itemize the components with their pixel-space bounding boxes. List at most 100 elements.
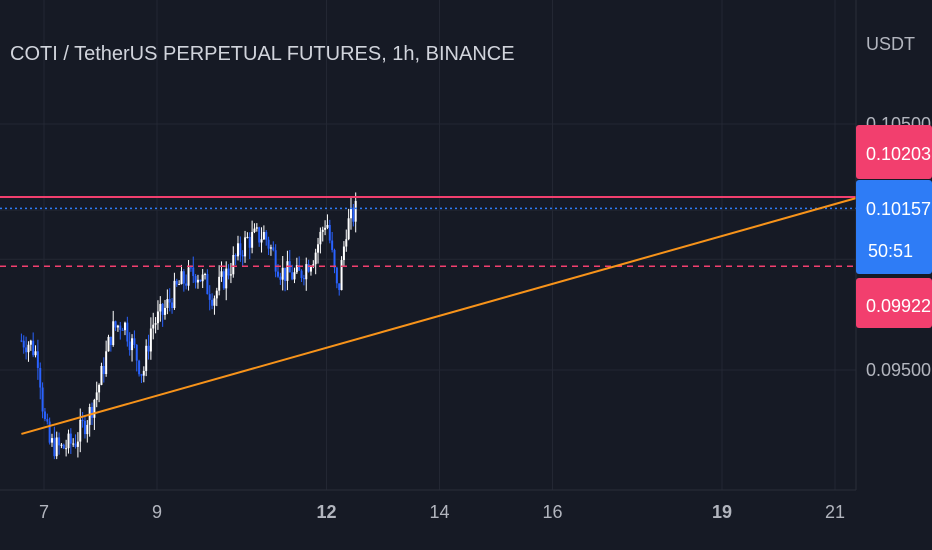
candle-body [324,227,327,230]
candle-body [349,207,352,219]
candle-body [98,384,101,393]
candle-body [284,267,287,281]
chart-title: COTI / TetherUS PERPETUAL FUTURES, 1h, B… [10,43,515,65]
candle-body [215,290,218,299]
candle-body [34,351,37,356]
candle-body [69,433,72,444]
candle-body [317,244,320,253]
time-axis[interactable]: 7 9 12 14 16 19 21 [39,502,845,522]
candle-body [222,271,225,289]
support-price-label: 0.09922 [866,296,931,316]
candle-body [154,323,157,325]
candle-body [244,237,247,257]
candle-body [166,299,169,308]
chart-grid [0,0,856,490]
candle-body [274,250,277,272]
candle-body [51,438,54,443]
candle-body [333,249,336,268]
candle-body [152,324,155,329]
candle-body [79,419,82,442]
candle-body [145,345,148,371]
candle-body [22,340,25,348]
candle-body [76,441,79,447]
candle-body [272,247,275,251]
candle-body [95,392,98,400]
candle-body [298,265,301,271]
candle-body [147,345,150,352]
candle-body [41,387,44,412]
candle-body [321,229,324,232]
candle-body [229,274,232,276]
candle-body [196,279,199,283]
price-scale-panel[interactable] [856,0,932,550]
candle-body [201,274,204,282]
ascending-trendline [21,191,875,435]
candle-body [295,265,298,273]
candle-body [43,411,46,420]
candle-body [211,299,214,306]
candle-body [55,437,58,457]
candle-body [123,322,126,331]
candle-body [175,280,178,285]
x-tick-label: 7 [39,502,49,522]
candle-body [227,268,230,276]
candle-body [199,279,202,282]
candle-body [258,227,261,243]
countdown-label: 50:51 [868,241,913,261]
candle-body [72,443,75,445]
candle-body [253,228,256,233]
resistance-price-tag: 0.10203 [856,125,932,179]
candle-body [314,252,317,265]
candle-body [302,278,305,280]
candle-series [20,192,357,460]
candle-body [180,271,183,285]
candle-body [53,438,56,457]
candle-body [156,311,159,324]
candle-body [305,264,308,280]
candle-body [119,325,122,330]
resistance-tag-bg [856,125,932,179]
x-tick-label: 21 [825,502,845,522]
candle-body [347,218,350,240]
candle-body [281,267,284,280]
candle-body [218,276,221,291]
candle-body [114,321,117,328]
candle-body [300,270,303,279]
candle-body [86,424,89,435]
candle-body [29,340,32,345]
candle-body [354,200,357,222]
candle-body [206,274,209,295]
candle-body [46,419,49,422]
candle-body [100,365,103,385]
candle-body [352,207,355,222]
candle-body [236,243,239,257]
candle-body [149,328,152,352]
candle-body [234,255,237,257]
candle-body [105,351,108,374]
candle-body [173,280,176,309]
candle-body [286,261,289,281]
x-tick-label: 14 [429,502,449,522]
candle-body [309,266,312,272]
candle-body [60,444,63,446]
candle-body [128,341,131,351]
support-tag-bg [856,278,932,328]
x-tick-label: 12 [316,502,336,522]
candle-body [269,247,272,249]
candle-body [213,298,216,306]
candle-body [342,246,345,261]
candle-body [135,344,138,361]
candle-body [260,239,263,243]
candle-body [32,340,35,356]
candle-body [291,272,294,280]
candle-body [109,336,112,346]
currency-label: USDT [866,34,915,54]
candle-body [208,294,211,300]
candle-body [142,370,145,376]
candle-body [67,433,70,449]
candle-body [255,227,258,229]
x-tick-label: 9 [152,502,162,522]
candle-body [62,444,65,449]
candle-body [262,232,265,240]
